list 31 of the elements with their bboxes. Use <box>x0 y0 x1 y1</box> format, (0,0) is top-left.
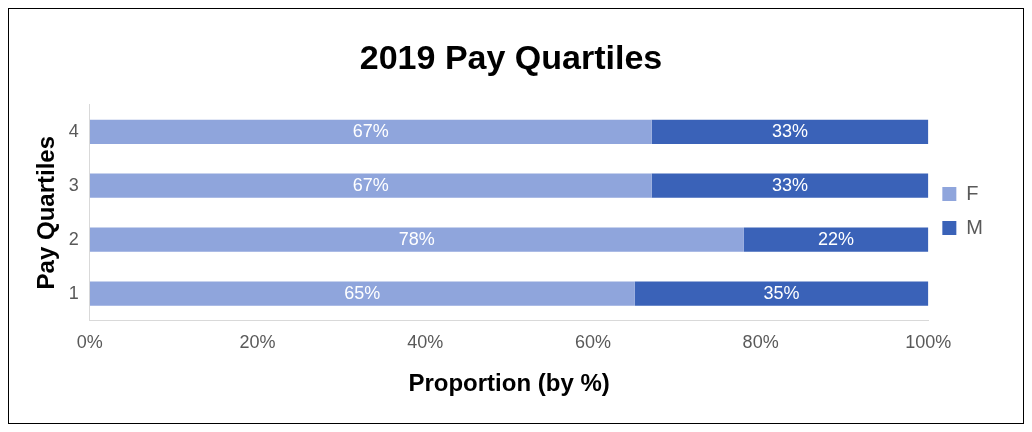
bar <box>89 173 652 198</box>
y-tick-label: 2 <box>68 228 79 249</box>
x-tick-label: 80% <box>742 332 779 353</box>
x-tick-label: 100% <box>905 332 952 353</box>
legend-label: F <box>966 181 979 204</box>
x-axis-title: Proportion (by %) <box>408 369 610 397</box>
data-label: 67% <box>352 174 389 195</box>
data-label: 22% <box>818 228 855 249</box>
data-label: 35% <box>763 282 800 303</box>
bar <box>651 173 929 198</box>
data-label: 33% <box>771 174 808 195</box>
y-axis-title: Pay Quartiles <box>32 135 60 290</box>
data-label: 33% <box>771 120 808 141</box>
data-label: 78% <box>398 228 435 249</box>
bar <box>89 281 635 306</box>
bar <box>89 119 652 144</box>
bar <box>743 227 929 252</box>
x-tick-label: 40% <box>407 332 444 353</box>
bar <box>89 227 744 252</box>
chart-title: 2019 Pay Quartiles <box>359 37 663 76</box>
data-label: 65% <box>344 282 381 303</box>
y-tick-label: 1 <box>68 282 79 303</box>
y-tick-label: 3 <box>68 174 79 195</box>
bar <box>634 281 929 306</box>
x-tick-label: 20% <box>239 332 276 353</box>
legend-label: M <box>966 215 984 238</box>
bar <box>651 119 929 144</box>
data-label: 67% <box>352 120 389 141</box>
y-tick-label: 4 <box>68 120 79 141</box>
x-tick-label: 60% <box>574 332 611 353</box>
x-tick-label: 0% <box>76 332 103 353</box>
